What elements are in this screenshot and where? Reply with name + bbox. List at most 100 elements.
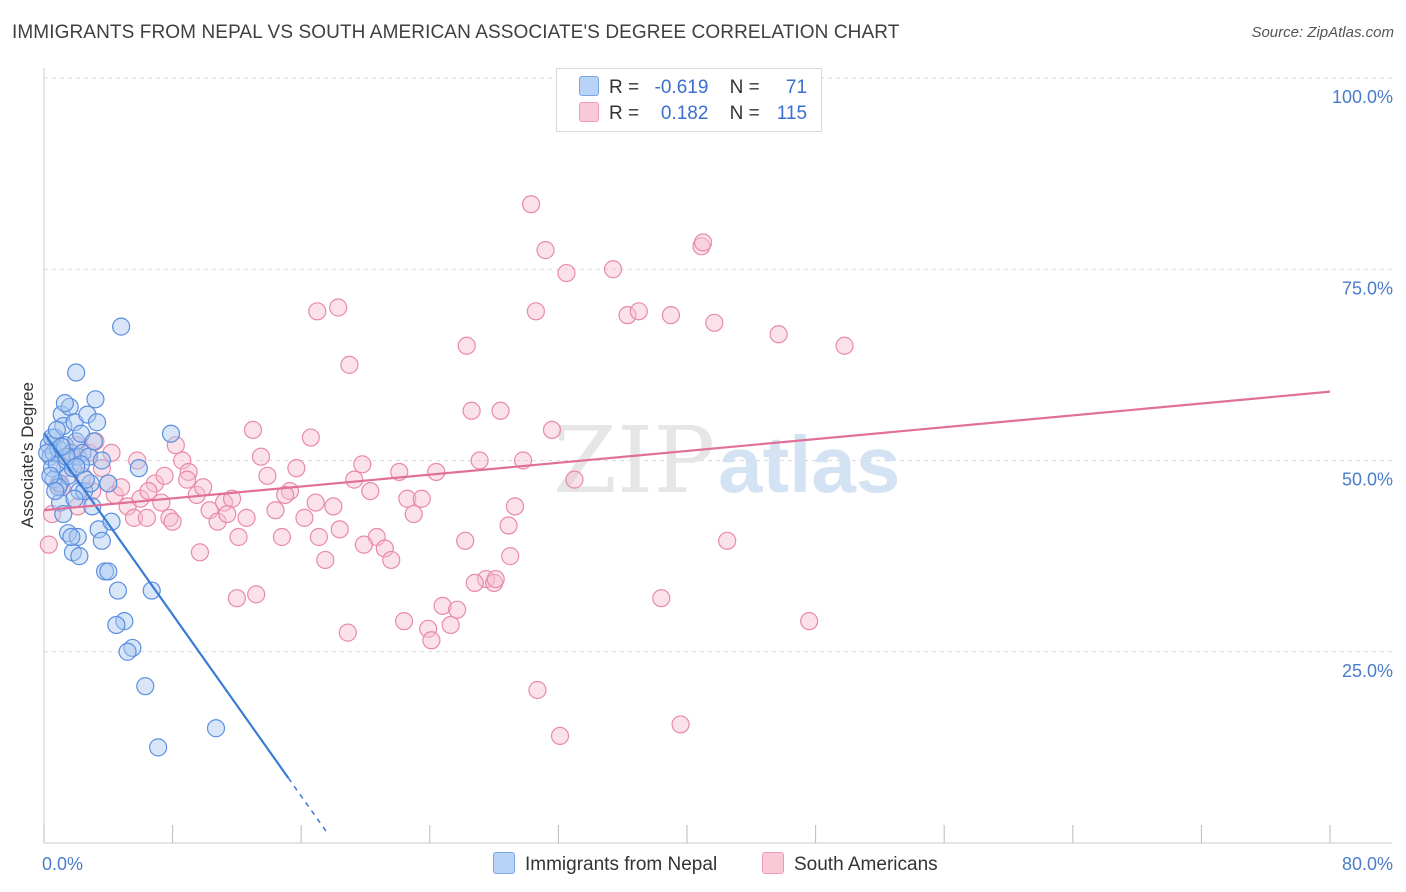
point-south-american [652, 589, 671, 608]
axes [43, 68, 1392, 844]
point-nepal [112, 317, 131, 336]
point-south-american [237, 508, 256, 527]
point-south-american [353, 455, 372, 474]
point-south-american [301, 428, 320, 447]
trend-lines [43, 390, 1331, 836]
point-south-american [166, 436, 185, 455]
point-south-american [528, 680, 547, 700]
point-south-american [229, 527, 248, 547]
legend-r-label: R = [609, 77, 640, 98]
point-south-american [179, 462, 198, 482]
y-tick-label: 75.0% [1342, 278, 1393, 298]
point-south-american [412, 489, 431, 508]
point-south-american [309, 527, 328, 547]
point-south-american [92, 459, 111, 478]
chart-source: Source: ZipAtlas.com [1251, 24, 1394, 41]
point-south-american [505, 497, 525, 516]
point-south-american [243, 420, 263, 439]
point-nepal [47, 420, 66, 439]
point-south-american [39, 535, 58, 554]
point-south-american [329, 298, 348, 317]
point-south-american [163, 512, 182, 531]
point-nepal [70, 547, 89, 566]
chart-title: IMMIGRANTS FROM NEPAL VS SOUTH AMERICAN … [12, 22, 900, 43]
point-south-american [308, 302, 327, 321]
y-tick-label: 25.0% [1342, 661, 1393, 681]
y-tick-label: 50.0% [1342, 470, 1393, 490]
point-nepal [136, 677, 155, 696]
legend-n-label: N = [729, 103, 760, 124]
point-south-american [258, 466, 277, 485]
trend-line-nepal [43, 432, 290, 779]
point-south-american [526, 302, 545, 321]
bottom-legend-label: Immigrants from Nepal [525, 854, 718, 875]
point-south-american [718, 531, 737, 550]
point-south-american [361, 482, 380, 501]
watermark: ZIP atlas [553, 407, 900, 514]
point-nepal [92, 451, 111, 470]
point-south-american [835, 336, 854, 355]
point-south-american [427, 462, 446, 482]
point-south-american [316, 550, 335, 570]
point-south-american [382, 550, 401, 570]
point-south-american [404, 504, 423, 524]
point-south-american [565, 470, 584, 489]
point-south-american [465, 573, 484, 593]
point-south-american [218, 504, 237, 524]
point-nepal [55, 394, 74, 413]
point-south-american [137, 508, 156, 527]
bottom-legend-swatch-pink [762, 852, 784, 874]
point-south-american [456, 531, 475, 550]
point-nepal [67, 363, 86, 382]
point-south-american [398, 489, 417, 508]
point-nepal [129, 459, 148, 478]
bottom-legend-nepal: Immigrants from Nepal [493, 852, 717, 876]
point-south-american [441, 615, 460, 635]
grid-lines [44, 77, 1392, 653]
stats-legend: R = -0.619 N = 71 R = 0.182 N = 115 [556, 68, 822, 132]
point-south-american [375, 539, 394, 558]
point-nepal [67, 457, 86, 476]
legend-r-value: 0.182 [660, 103, 709, 124]
point-south-american [422, 631, 441, 650]
point-south-american [603, 260, 623, 279]
point-south-american [800, 612, 819, 631]
point-south-american [618, 306, 637, 325]
point-south-american [491, 401, 510, 420]
y-tick-label: 100.0% [1332, 87, 1393, 107]
point-south-american [155, 466, 174, 485]
point-nepal [99, 474, 118, 493]
point-south-american [173, 451, 192, 470]
point-south-american [345, 470, 364, 489]
point-south-american [128, 451, 147, 470]
point-south-american [247, 585, 266, 604]
legend-r-label: R = [609, 103, 640, 124]
point-south-american [769, 325, 788, 344]
point-south-american [194, 478, 213, 497]
point-south-american [354, 535, 373, 554]
point-south-american [340, 355, 359, 374]
point-nepal [86, 390, 105, 409]
bottom-legend-south-americans: South Americans [762, 852, 938, 876]
point-south-american [287, 459, 306, 478]
legend-swatch-pink [579, 102, 599, 122]
point-south-american [521, 195, 541, 214]
point-nepal [149, 738, 168, 757]
point-south-american [536, 241, 555, 260]
point-nepal [206, 719, 226, 738]
point-south-american [542, 420, 562, 439]
point-nepal [87, 413, 107, 432]
point-nepal [50, 493, 70, 512]
point-nepal [46, 482, 65, 501]
x-tick-label-max: 80.0% [1342, 854, 1393, 874]
point-nepal [62, 527, 81, 547]
trend-line-south-americans [43, 390, 1331, 512]
point-nepal [65, 489, 84, 508]
point-south-american [394, 612, 414, 631]
legend-row-south-americans: R = 0.182 N = 115 [579, 102, 807, 126]
point-south-american [266, 501, 285, 520]
point-south-american [661, 306, 681, 325]
point-nepal [108, 581, 128, 600]
point-south-american [671, 715, 690, 734]
